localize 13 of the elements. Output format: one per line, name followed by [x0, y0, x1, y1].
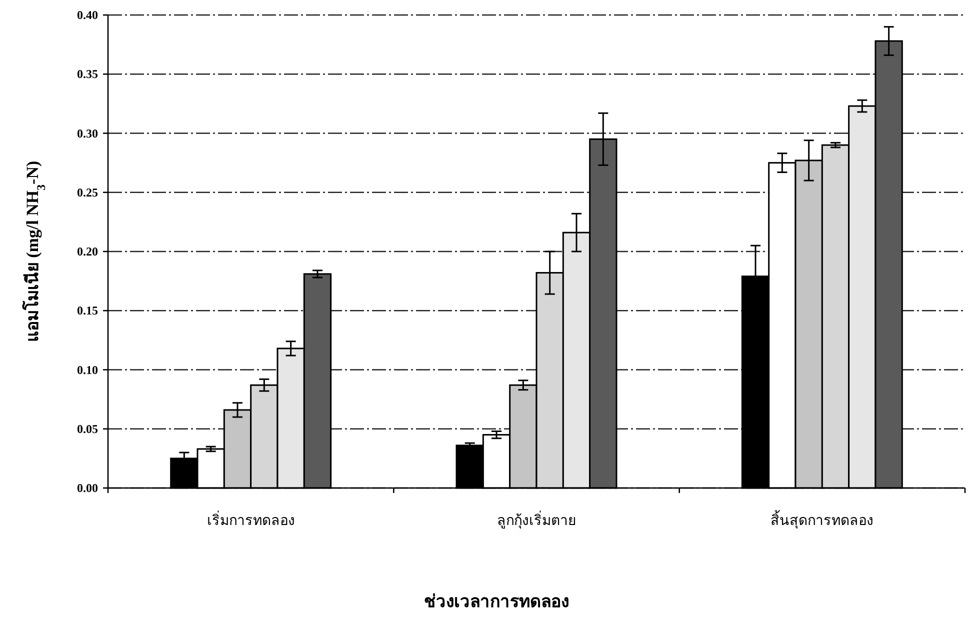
y-tick-label: 0.40: [77, 8, 98, 22]
x-axis-title: ช่วงเวลาการทดลอง: [424, 592, 569, 611]
y-tick-label: 0.20: [77, 244, 98, 258]
x-tick-label: ลูกกุ้งเริ่มตาย: [497, 511, 576, 529]
y-tick-label: 0.35: [77, 67, 98, 82]
x-tick-label: สิ้นสุดการทดลอง: [770, 510, 874, 529]
y-tick-label: 0.30: [77, 126, 98, 140]
y-tick-label: 0.25: [77, 185, 98, 200]
y-tick-label: 0.15: [77, 304, 98, 318]
x-tick-label: เริ่มการทดลอง: [206, 511, 295, 529]
y-tick-label: 0.10: [77, 362, 98, 377]
y-tick-label: 0.00: [77, 481, 98, 495]
y-tick-label: 0.05: [77, 422, 98, 436]
